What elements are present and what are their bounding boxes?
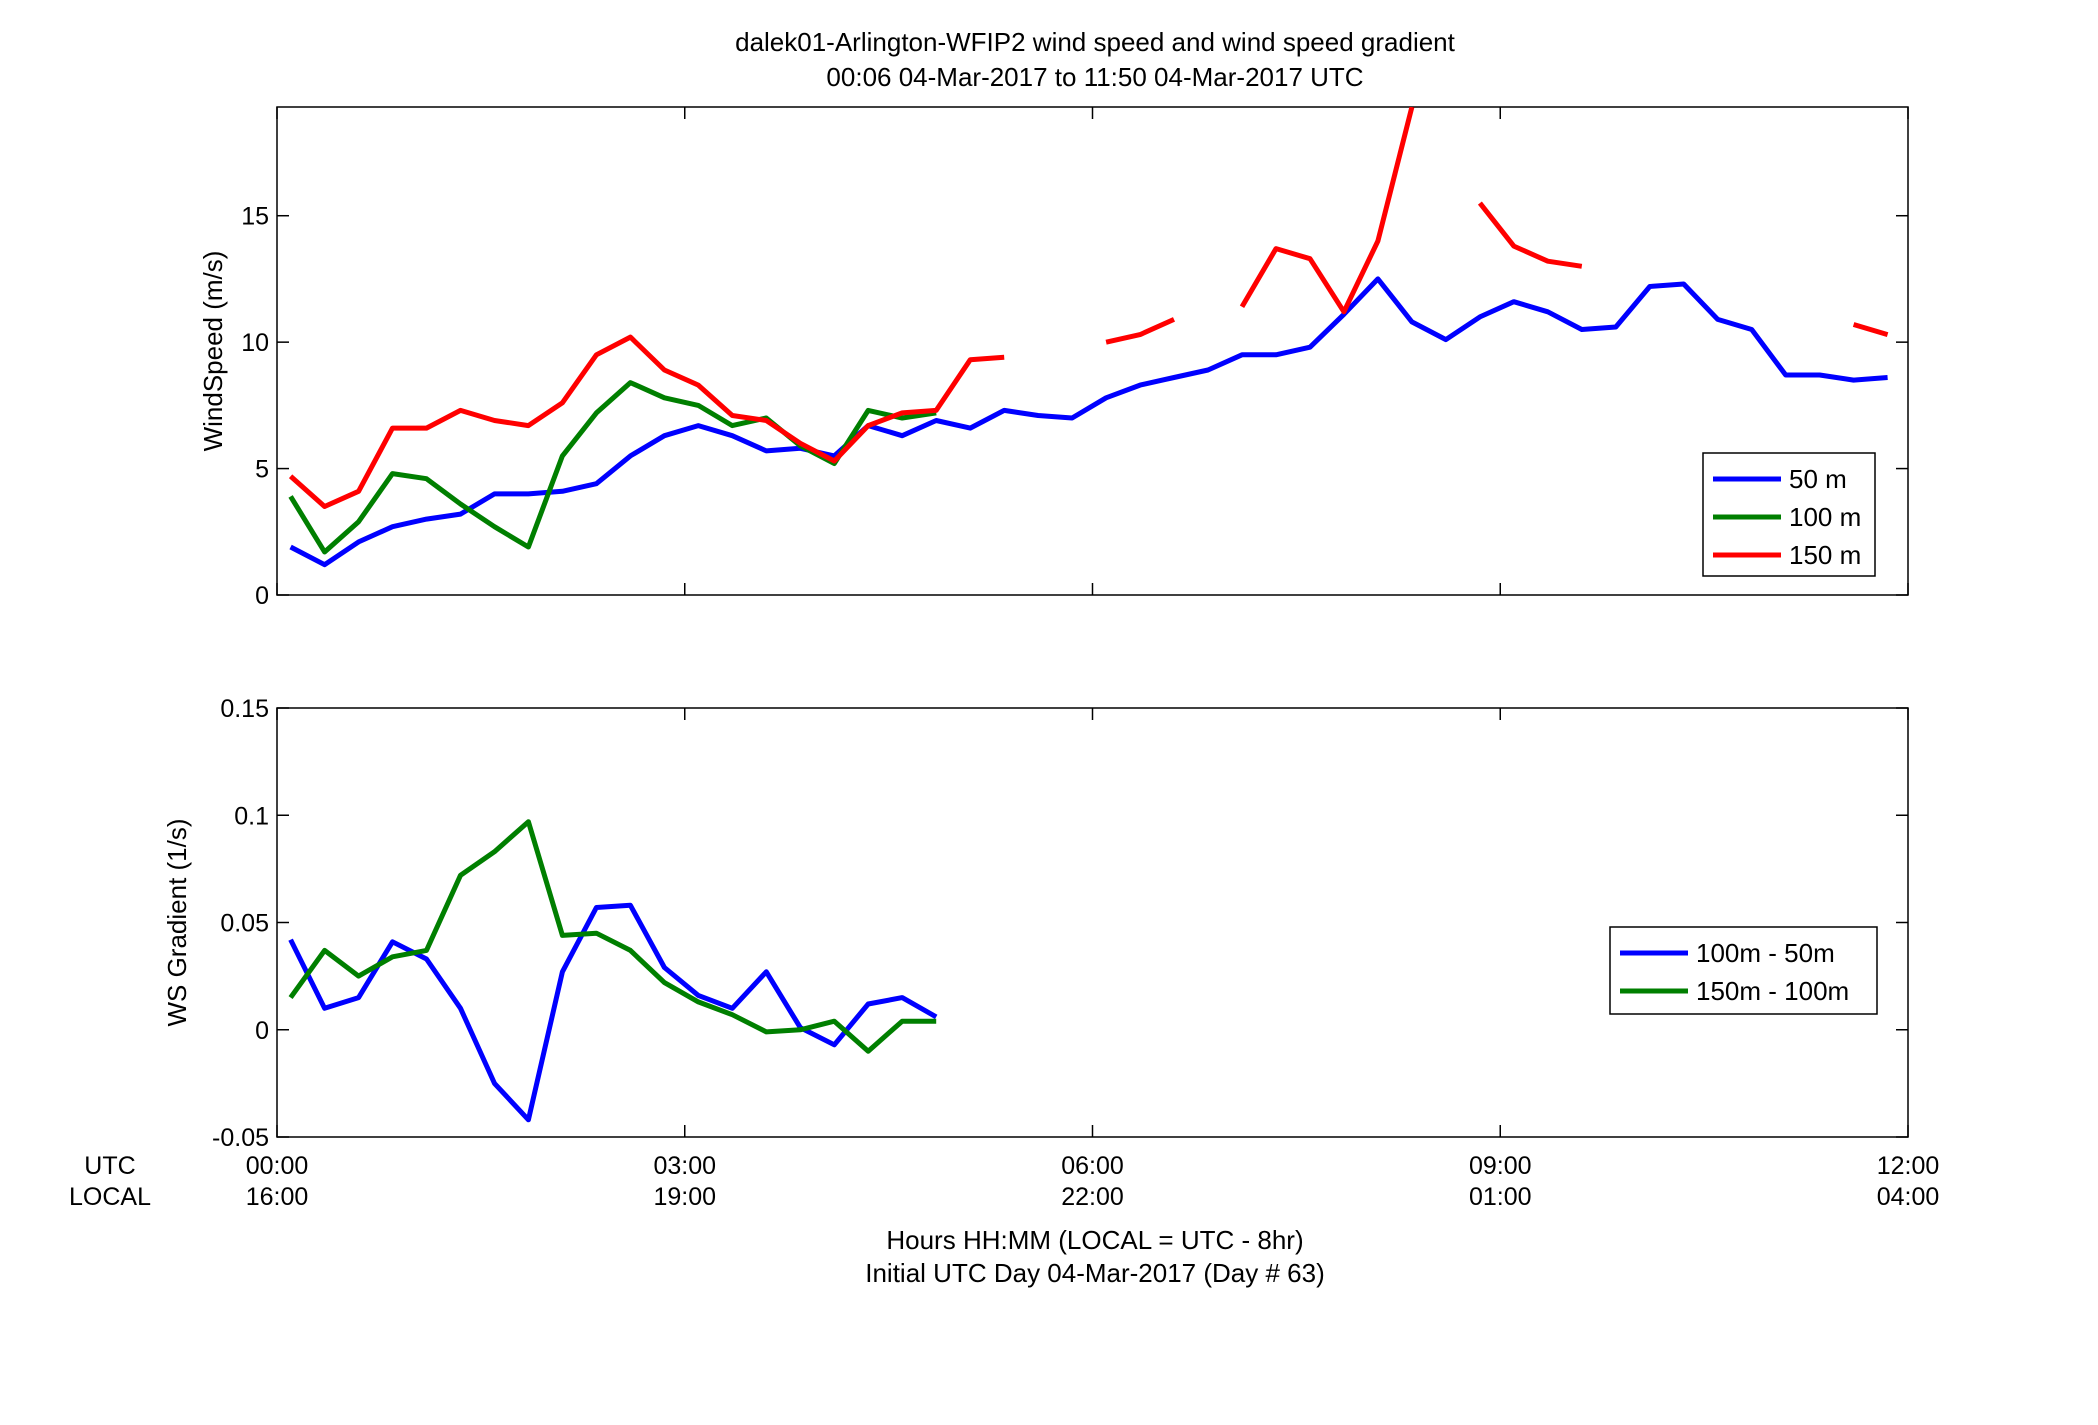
y-tick-label: 0 <box>255 1017 269 1045</box>
wind-gradient-panel: -0.05 0 0.05 0.1 0.15 WS Gradient (1/s) 100m -… <box>162 695 1909 1152</box>
chart-title-line1: dalek01-Arlington-WFIP2 wind speed and w… <box>735 27 1456 57</box>
x-axis-label-line1: Hours HH:MM (LOCAL = UTC - 8hr) <box>886 1225 1303 1255</box>
legend-entry: 100m - 50m <box>1696 938 1835 968</box>
x-tick-label-utc: 00:00 <box>246 1152 309 1180</box>
x-tick-label-utc: 09:00 <box>1469 1152 1532 1180</box>
legend-box <box>1609 926 1878 1015</box>
x-tick-label-local: 19:00 <box>653 1183 716 1211</box>
y-tick-label: 0.05 <box>220 910 269 938</box>
y-tick-label: 10 <box>241 329 269 357</box>
legend-entry: 100 m <box>1789 502 1861 532</box>
x-axis-label-line2: Initial UTC Day 04-Mar-2017 (Day # 63) <box>865 1258 1325 1288</box>
y-tick-label: 0 <box>255 582 269 610</box>
y-tick-label: 0.15 <box>220 695 269 723</box>
series-line-50-m <box>289 276 1888 568</box>
y-tick-label: 15 <box>241 203 269 231</box>
chart-title-line2: 00:06 04-Mar-2017 to 11:50 04-Mar-2017 U… <box>826 62 1363 92</box>
y-axis-label: WS Gradient (1/s) <box>162 818 192 1026</box>
x-tick-label-local: 01:00 <box>1469 1183 1532 1211</box>
x-tick-label-local: 04:00 <box>1877 1183 1940 1211</box>
axes-box <box>276 707 1909 1138</box>
utc-row-label: UTC <box>84 1152 135 1180</box>
x-tick-label-local: 22:00 <box>1061 1183 1124 1211</box>
y-tick-label: -0.05 <box>212 1124 269 1152</box>
legend: 50 m 100 m 150 m <box>1702 452 1876 577</box>
axes-box <box>276 106 1909 596</box>
x-tick-labels: 00:00 16:00 03:00 19:00 06:00 22:00 09:00 01:00… <box>246 1152 1940 1211</box>
x-tick-label-utc: 12:00 <box>1877 1152 1940 1180</box>
series-line-150-m <box>288 107 1889 509</box>
series-line-150m-100m <box>288 819 937 1054</box>
legend-entry: 150 m <box>1789 540 1861 570</box>
wind-speed-panel: 0 5 10 15 WindSpeed (m/s) 50 m 100 m 150 m <box>198 106 1909 610</box>
legend-entry: 150m - 100m <box>1696 976 1849 1006</box>
legend: 100m - 50m 150m - 100m <box>1609 926 1878 1015</box>
x-tick-label-utc: 06:00 <box>1061 1152 1124 1180</box>
y-axis-label: WindSpeed (m/s) <box>198 251 228 452</box>
y-tick-label: 0.1 <box>234 802 269 830</box>
series-line-100m-50m <box>288 902 938 1123</box>
x-tick-label-utc: 03:00 <box>653 1152 716 1180</box>
y-tick-label: 5 <box>255 456 269 484</box>
legend-entry: 50 m <box>1789 464 1847 494</box>
x-tick-label-local: 16:00 <box>246 1183 309 1211</box>
local-row-label: LOCAL <box>69 1183 151 1211</box>
